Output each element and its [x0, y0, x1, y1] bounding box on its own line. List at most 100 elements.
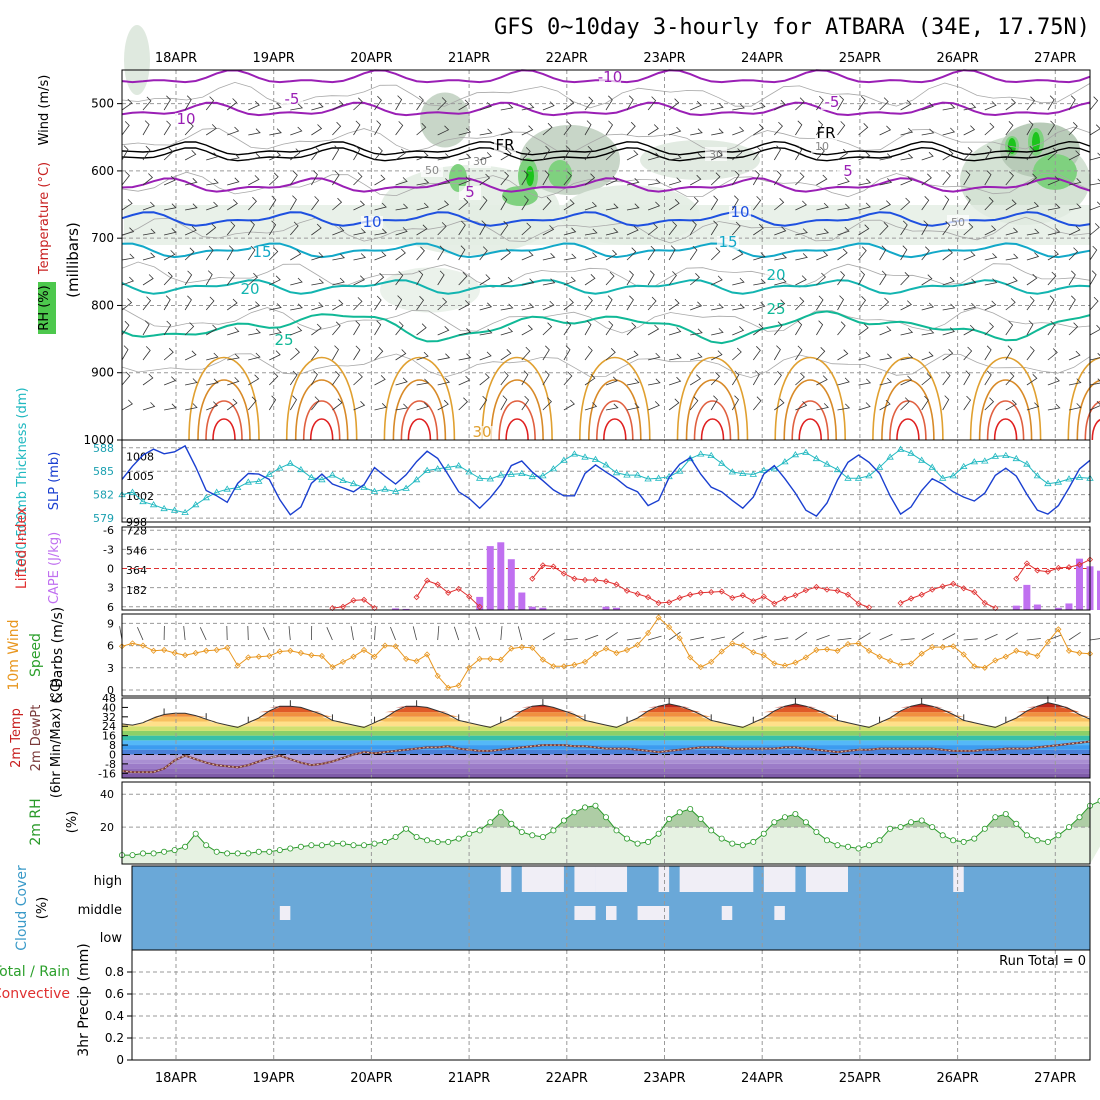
wind-speed-point: [676, 635, 683, 642]
wind-barb: [732, 277, 745, 286]
wind-barb: [1005, 276, 1018, 286]
rh2m-panel: 40 20 2m RH (%): [28, 781, 1100, 865]
wind-speed-point: [729, 640, 736, 647]
wind-barb: [731, 395, 740, 411]
rh-point: [171, 847, 178, 854]
rh-point: [939, 832, 946, 839]
wind-barb: [500, 371, 509, 386]
rh-point: [329, 840, 336, 847]
wind-speed-point: [939, 644, 946, 651]
rh-point: [403, 825, 410, 832]
lifted-index-point: [939, 583, 946, 590]
wind-barb: [837, 177, 850, 186]
cape-bar: [528, 606, 536, 610]
wind-barb: [626, 203, 640, 211]
wind-barb: [437, 125, 450, 136]
thickness-point: [507, 470, 516, 477]
wind-barb: [142, 201, 156, 211]
wind-speed-point: [508, 645, 515, 652]
wind-barb: [879, 153, 893, 161]
wind-barb: [731, 195, 739, 211]
wind-barb: [542, 196, 552, 211]
ylabel-cape: CAPE (J/kg): [47, 532, 62, 604]
rh-point: [876, 837, 883, 844]
wind-barb: [668, 221, 678, 236]
wind-barb: [206, 352, 219, 361]
warm-contour: [969, 356, 1042, 441]
rh-max-shade: [1008, 138, 1016, 154]
wind-barb: [563, 276, 576, 286]
wind-barb: [184, 295, 192, 311]
surface-wind-barb: [668, 631, 681, 641]
wind-barb: [416, 351, 429, 361]
thickness-point: [623, 471, 631, 478]
lifted-index-point: [971, 589, 978, 596]
thickness-point: [949, 472, 957, 479]
wind-barb: [795, 372, 805, 386]
wind-barb: [963, 147, 973, 161]
temp-band: [122, 730, 1090, 736]
lifted-index-point: [1065, 564, 1073, 571]
lifted-index-point: [360, 596, 368, 603]
wind-barb: [500, 220, 509, 236]
thickness-point: [581, 453, 589, 460]
cape-bar: [497, 542, 505, 610]
rh-point: [855, 845, 862, 852]
thickness-point: [255, 477, 263, 484]
bottom-date-label: 27APR: [1034, 1071, 1076, 1086]
wind-barb: [774, 398, 785, 411]
isotherm-label: 20: [240, 280, 259, 298]
wind-speed-point: [918, 650, 925, 657]
precip-tick-label: 0.8: [105, 965, 124, 979]
lifted-index-point: [623, 587, 631, 594]
wind-barb: [669, 353, 682, 361]
wind-speed-point: [255, 653, 262, 660]
wind-speed-point: [613, 649, 620, 657]
thickness-point: [560, 456, 568, 463]
wind-barb: [753, 102, 766, 111]
wind-barb: [142, 320, 150, 336]
wind-barb: [1068, 378, 1082, 386]
wind-barb: [690, 352, 703, 361]
rh-point: [645, 838, 652, 845]
label-bg: [469, 154, 491, 168]
lifted-index-point: [476, 603, 483, 610]
wind-barb: [711, 275, 723, 286]
wind-barb: [395, 95, 403, 111]
wind-barb: [626, 322, 637, 336]
wind-barb: [311, 323, 322, 336]
rh-contour: [121, 353, 1091, 379]
wind-barb: [668, 298, 680, 311]
lifted-index-point: [865, 604, 873, 611]
warm-contour: [212, 418, 236, 441]
wind-barb: [795, 172, 805, 186]
wind-barb: [1005, 399, 1017, 411]
wind-barb: [1068, 295, 1076, 311]
wind-barb: [247, 220, 255, 236]
thickness-point: [465, 468, 473, 475]
wind-barb: [248, 100, 260, 111]
warm-contour: [881, 379, 935, 441]
li-tick-label: 3: [107, 582, 114, 595]
isotherm-20: [121, 279, 1091, 295]
ylabel-wind: Wind (m/s): [37, 75, 52, 146]
lifted-index-point: [1044, 568, 1051, 575]
cape-lifted-index-panel: -6 -3 0 3 6 728 546 364 182 Lifted Index CAPE (J/k…: [14, 507, 1100, 614]
wind-barb: [395, 203, 409, 211]
thickness-point: [223, 485, 231, 492]
wind-barb: [900, 272, 910, 286]
wind-barb: [858, 351, 871, 361]
rh-point: [129, 852, 136, 859]
wind-barb: [816, 202, 829, 211]
surface-wind-barb: [816, 634, 830, 641]
wind-barb: [416, 151, 429, 161]
wind-speed-point: [1023, 649, 1030, 657]
rh-shade: [420, 92, 470, 148]
wind-barb: [816, 403, 829, 411]
wind-barb: [710, 220, 719, 236]
wind-barb: [584, 320, 592, 336]
isotherm-label: 10: [730, 203, 749, 221]
label-bg: [811, 139, 833, 153]
wind-barb: [205, 296, 215, 311]
warm-contour: [774, 356, 846, 441]
